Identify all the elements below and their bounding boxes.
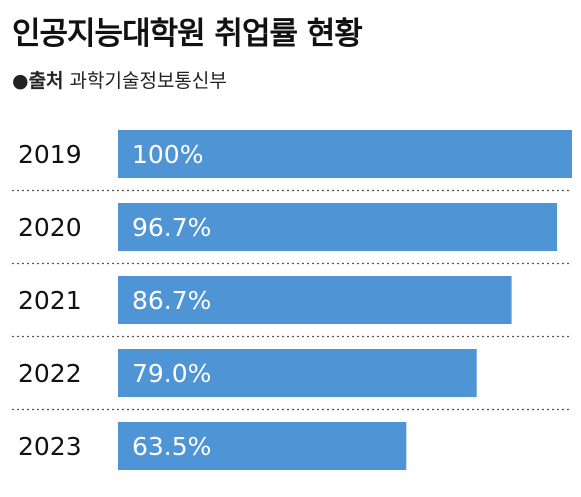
category-label-2023: 2023 bbox=[18, 432, 82, 461]
value-label-2020: 96.7% bbox=[132, 213, 211, 242]
bar-2020 bbox=[118, 203, 557, 251]
bar-2022 bbox=[118, 349, 477, 397]
category-label-2020: 2020 bbox=[18, 213, 82, 242]
category-label-2019: 2019 bbox=[18, 140, 82, 169]
source-label: ●출처 bbox=[12, 70, 64, 92]
bar-2023 bbox=[118, 422, 407, 470]
category-label-2022: 2022 bbox=[18, 359, 82, 388]
value-label-2021: 86.7% bbox=[132, 286, 211, 315]
bar-2021 bbox=[118, 276, 512, 324]
bar-2019 bbox=[118, 130, 572, 178]
source-line: ●출처 과학기술정보통신부 bbox=[12, 66, 227, 93]
value-label-2022: 79.0% bbox=[132, 359, 211, 388]
source-value: 과학기술정보통신부 bbox=[69, 70, 227, 92]
value-label-2019: 100% bbox=[132, 140, 203, 169]
chart-title: 인공지능대학원 취업률 현황 bbox=[12, 16, 363, 52]
value-label-2023: 63.5% bbox=[132, 432, 211, 461]
category-label-2021: 2021 bbox=[18, 286, 82, 315]
